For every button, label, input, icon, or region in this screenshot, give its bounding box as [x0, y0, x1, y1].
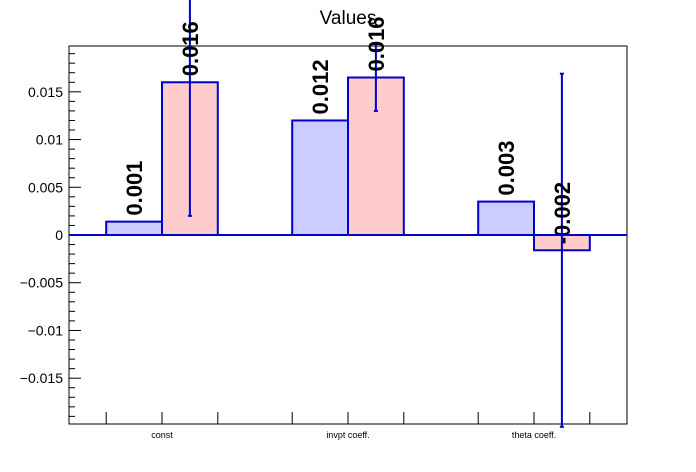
y-tick-label: 0.005	[28, 179, 63, 195]
bar	[291, 119, 350, 236]
category-label: const	[151, 430, 173, 440]
data-label: 0.012	[308, 59, 333, 114]
y-tick-label: −0.01	[28, 322, 64, 338]
data-label: -0.002	[550, 182, 575, 244]
chart-title: Values	[320, 8, 377, 29]
y-tick-label: −0.015	[20, 370, 63, 386]
y-tick-label: −0.005	[20, 275, 63, 291]
bar	[105, 220, 163, 237]
y-tick-label: 0.015	[28, 84, 63, 100]
y-tick-label: 0	[55, 227, 63, 243]
y-tick-label: 0.01	[36, 132, 63, 148]
data-label: 0.001	[122, 161, 147, 216]
bar	[477, 200, 536, 237]
data-label: 0.016	[364, 16, 389, 71]
category-label: theta coeff.	[512, 430, 556, 440]
plot-area: −0.015 −0.01 −0.005 0 0.005 0.01 0.015 const inv…	[20, 0, 628, 440]
category-label: invpt coeff.	[326, 430, 369, 440]
data-label: 0.003	[494, 141, 519, 196]
data-label: 0.016	[178, 21, 203, 76]
